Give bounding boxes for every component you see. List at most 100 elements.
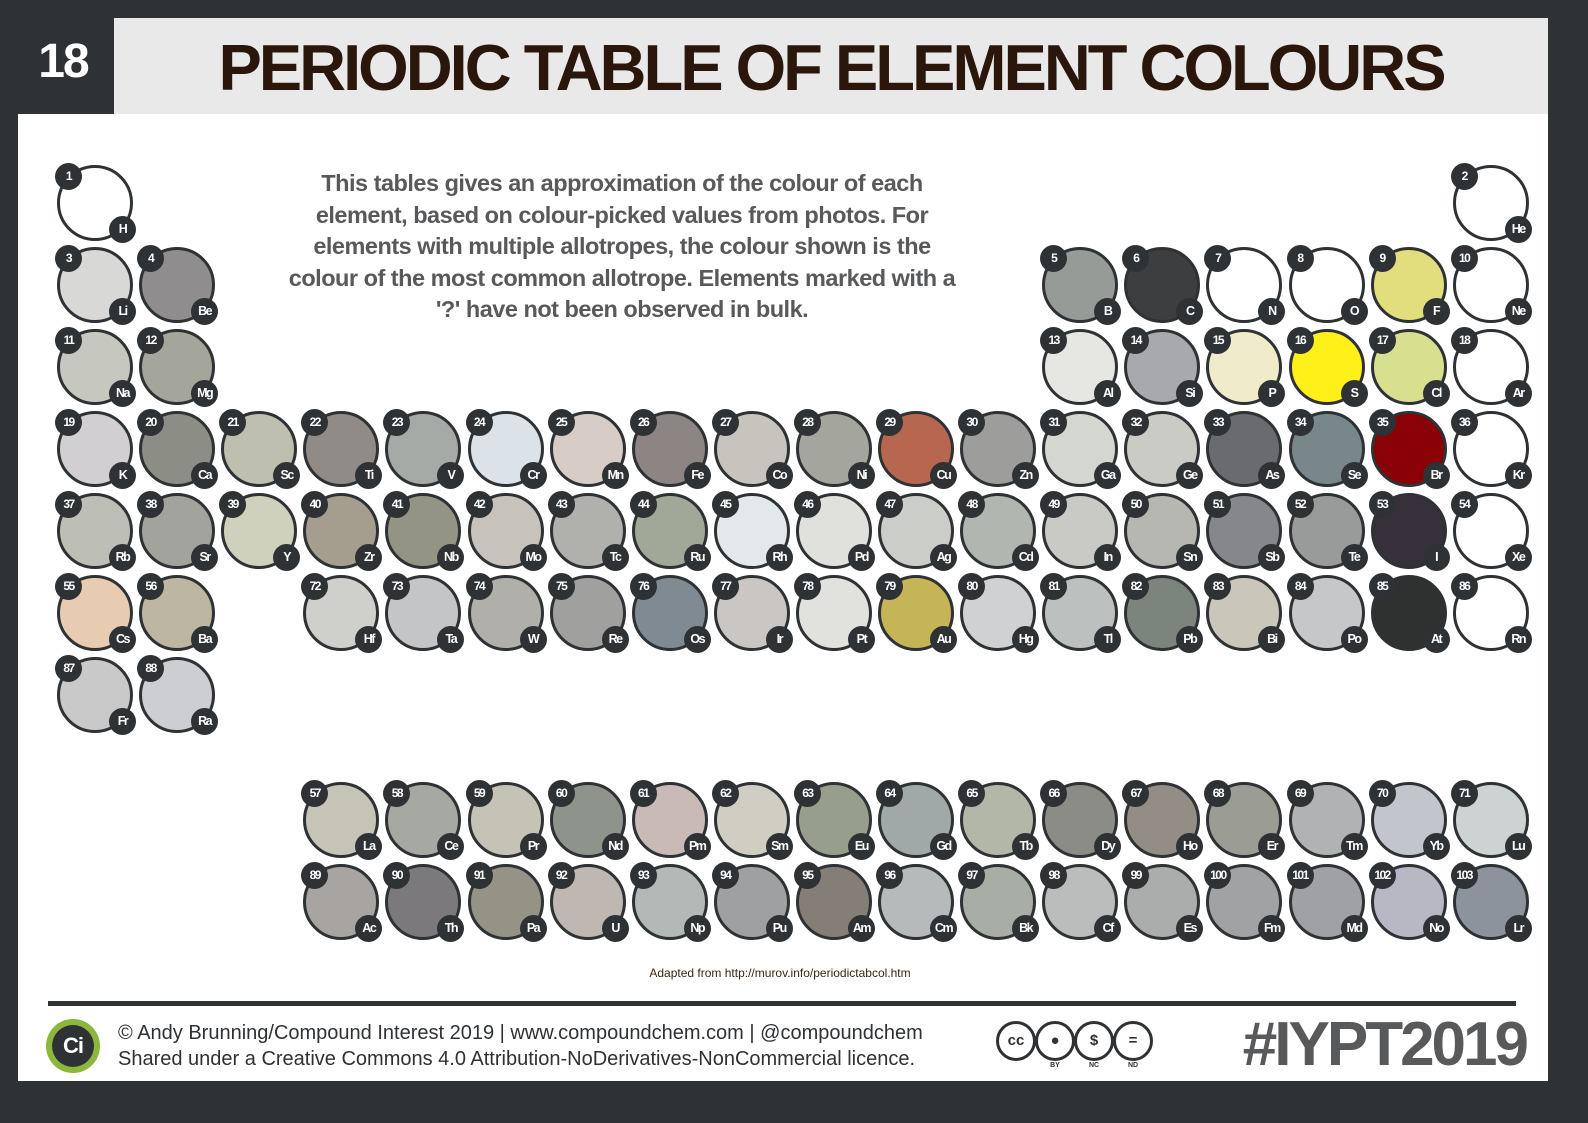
- element-tile-nd: 60 Nd: [547, 780, 629, 860]
- atomic-number: 53: [1368, 491, 1396, 518]
- atomic-number: 13: [1040, 327, 1068, 354]
- element-symbol: Nd: [601, 833, 629, 860]
- element-symbol: Ag: [930, 544, 957, 571]
- element-symbol: Ar: [1504, 380, 1532, 407]
- element-symbol: Mo: [519, 544, 547, 571]
- element-tile-nb: 41 Nb: [383, 491, 465, 571]
- nc-label: NC: [1088, 1062, 1100, 1069]
- element-symbol: Rb: [109, 544, 136, 571]
- atomic-number: 67: [1122, 780, 1150, 807]
- credit-line-1: © Andy Brunning/Compound Interest 2019 |…: [118, 1022, 923, 1044]
- element-tile-y: 39 Y: [219, 491, 301, 571]
- element-tile-pm: 61 Pm: [629, 780, 711, 860]
- atomic-number: 7: [1204, 245, 1232, 272]
- element-tile-as: 33 As: [1204, 409, 1286, 489]
- element-symbol: Es: [1176, 915, 1204, 942]
- infographic-number-tab: 18: [18, 18, 114, 114]
- element-tile-sr: 38 Sr: [137, 491, 219, 571]
- element-symbol: La: [355, 833, 383, 860]
- atomic-number: 83: [1204, 573, 1232, 600]
- atomic-number: 41: [383, 491, 411, 518]
- element-symbol: Tl: [1094, 626, 1122, 653]
- element-symbol: Te: [1340, 544, 1368, 571]
- element-symbol: At: [1422, 626, 1450, 653]
- element-symbol: Cr: [519, 462, 547, 489]
- element-symbol: Pd: [847, 544, 875, 571]
- atomic-number: 9: [1368, 245, 1396, 272]
- element-symbol: Rh: [765, 544, 793, 571]
- element-symbol: Co: [765, 462, 793, 489]
- atomic-number: 78: [793, 573, 821, 600]
- element-symbol: Ho: [1176, 833, 1204, 860]
- element-symbol: Nb: [437, 544, 465, 571]
- element-tile-md: 101 Md: [1286, 862, 1368, 942]
- atomic-number: 30: [958, 409, 986, 436]
- atomic-number: 76: [629, 573, 657, 600]
- element-tile-pa: 91 Pa: [465, 862, 547, 942]
- element-tile-tl: 81 Tl: [1040, 573, 1122, 653]
- element-symbol: V: [437, 462, 465, 489]
- element-symbol: S: [1340, 380, 1368, 407]
- atomic-number: 51: [1204, 491, 1232, 518]
- element-tile-pr: 59 Pr: [465, 780, 547, 860]
- by-icon: ●: [1035, 1021, 1075, 1061]
- element-tile-ir: 77 Ir: [711, 573, 793, 653]
- element-tile-mg: 12 Mg: [137, 327, 219, 407]
- atomic-number: 72: [301, 573, 329, 600]
- element-tile-th: 90 Th: [383, 862, 465, 942]
- atomic-number: 60: [547, 780, 575, 807]
- element-tile-mo: 42 Mo: [465, 491, 547, 571]
- element-tile-tm: 69 Tm: [1286, 780, 1368, 860]
- element-symbol: Zr: [355, 544, 383, 571]
- element-symbol: He: [1504, 216, 1532, 243]
- element-symbol: Ra: [191, 708, 219, 735]
- element-symbol: Cf: [1094, 915, 1122, 942]
- element-symbol: Br: [1422, 462, 1450, 489]
- element-tile-in: 49 In: [1040, 491, 1122, 571]
- element-tile-np: 93 Np: [629, 862, 711, 942]
- element-symbol: Yb: [1422, 833, 1450, 860]
- element-symbol: Ga: [1094, 462, 1122, 489]
- element-symbol: Mn: [601, 462, 629, 489]
- description-text: This tables gives an approximation of th…: [288, 170, 956, 322]
- element-tile-gd: 64 Gd: [876, 780, 957, 860]
- title-bar: PERIODIC TABLE OF ELEMENT COLOURS: [114, 18, 1548, 114]
- element-tile-yb: 70 Yb: [1368, 780, 1450, 860]
- atomic-number: 49: [1040, 491, 1068, 518]
- element-tile-sn: 50 Sn: [1122, 491, 1204, 571]
- element-symbol: Ac: [355, 915, 383, 942]
- element-tile-tb: 65 Tb: [958, 780, 1040, 860]
- atomic-number: 11: [55, 327, 82, 354]
- element-symbol: H: [109, 216, 136, 243]
- element-symbol: Ti: [355, 462, 383, 489]
- element-tile-k: 19 K: [55, 409, 136, 489]
- element-symbol: Cu: [930, 462, 957, 489]
- atomic-number: 37: [55, 491, 82, 518]
- atomic-number: 61: [629, 780, 657, 807]
- element-symbol: Ge: [1176, 462, 1204, 489]
- element-tile-bi: 83 Bi: [1204, 573, 1286, 653]
- element-tile-dy: 66 Dy: [1040, 780, 1122, 860]
- element-symbol: Tc: [601, 544, 629, 571]
- atomic-number: 97: [958, 862, 986, 889]
- element-tile-ti: 22 Ti: [301, 409, 383, 489]
- element-symbol: N: [1258, 298, 1286, 325]
- element-tile-ag: 47 Ag: [876, 491, 957, 571]
- element-tile-w: 74 W: [465, 573, 547, 653]
- element-tile-ce: 58 Ce: [383, 780, 465, 860]
- atomic-number: 46: [793, 491, 821, 518]
- element-tile-os: 76 Os: [629, 573, 711, 653]
- atomic-number: 18: [1450, 327, 1478, 354]
- element-symbol: K: [109, 462, 136, 489]
- atomic-number: 28: [793, 409, 821, 436]
- element-tile-i: 53 I: [1368, 491, 1450, 571]
- element-symbol: O: [1340, 298, 1368, 325]
- logo-text: Ci: [52, 1025, 94, 1067]
- element-symbol: Sn: [1176, 544, 1204, 571]
- element-tile-lr: 103 Lr: [1450, 862, 1532, 942]
- element-symbol: Al: [1094, 380, 1122, 407]
